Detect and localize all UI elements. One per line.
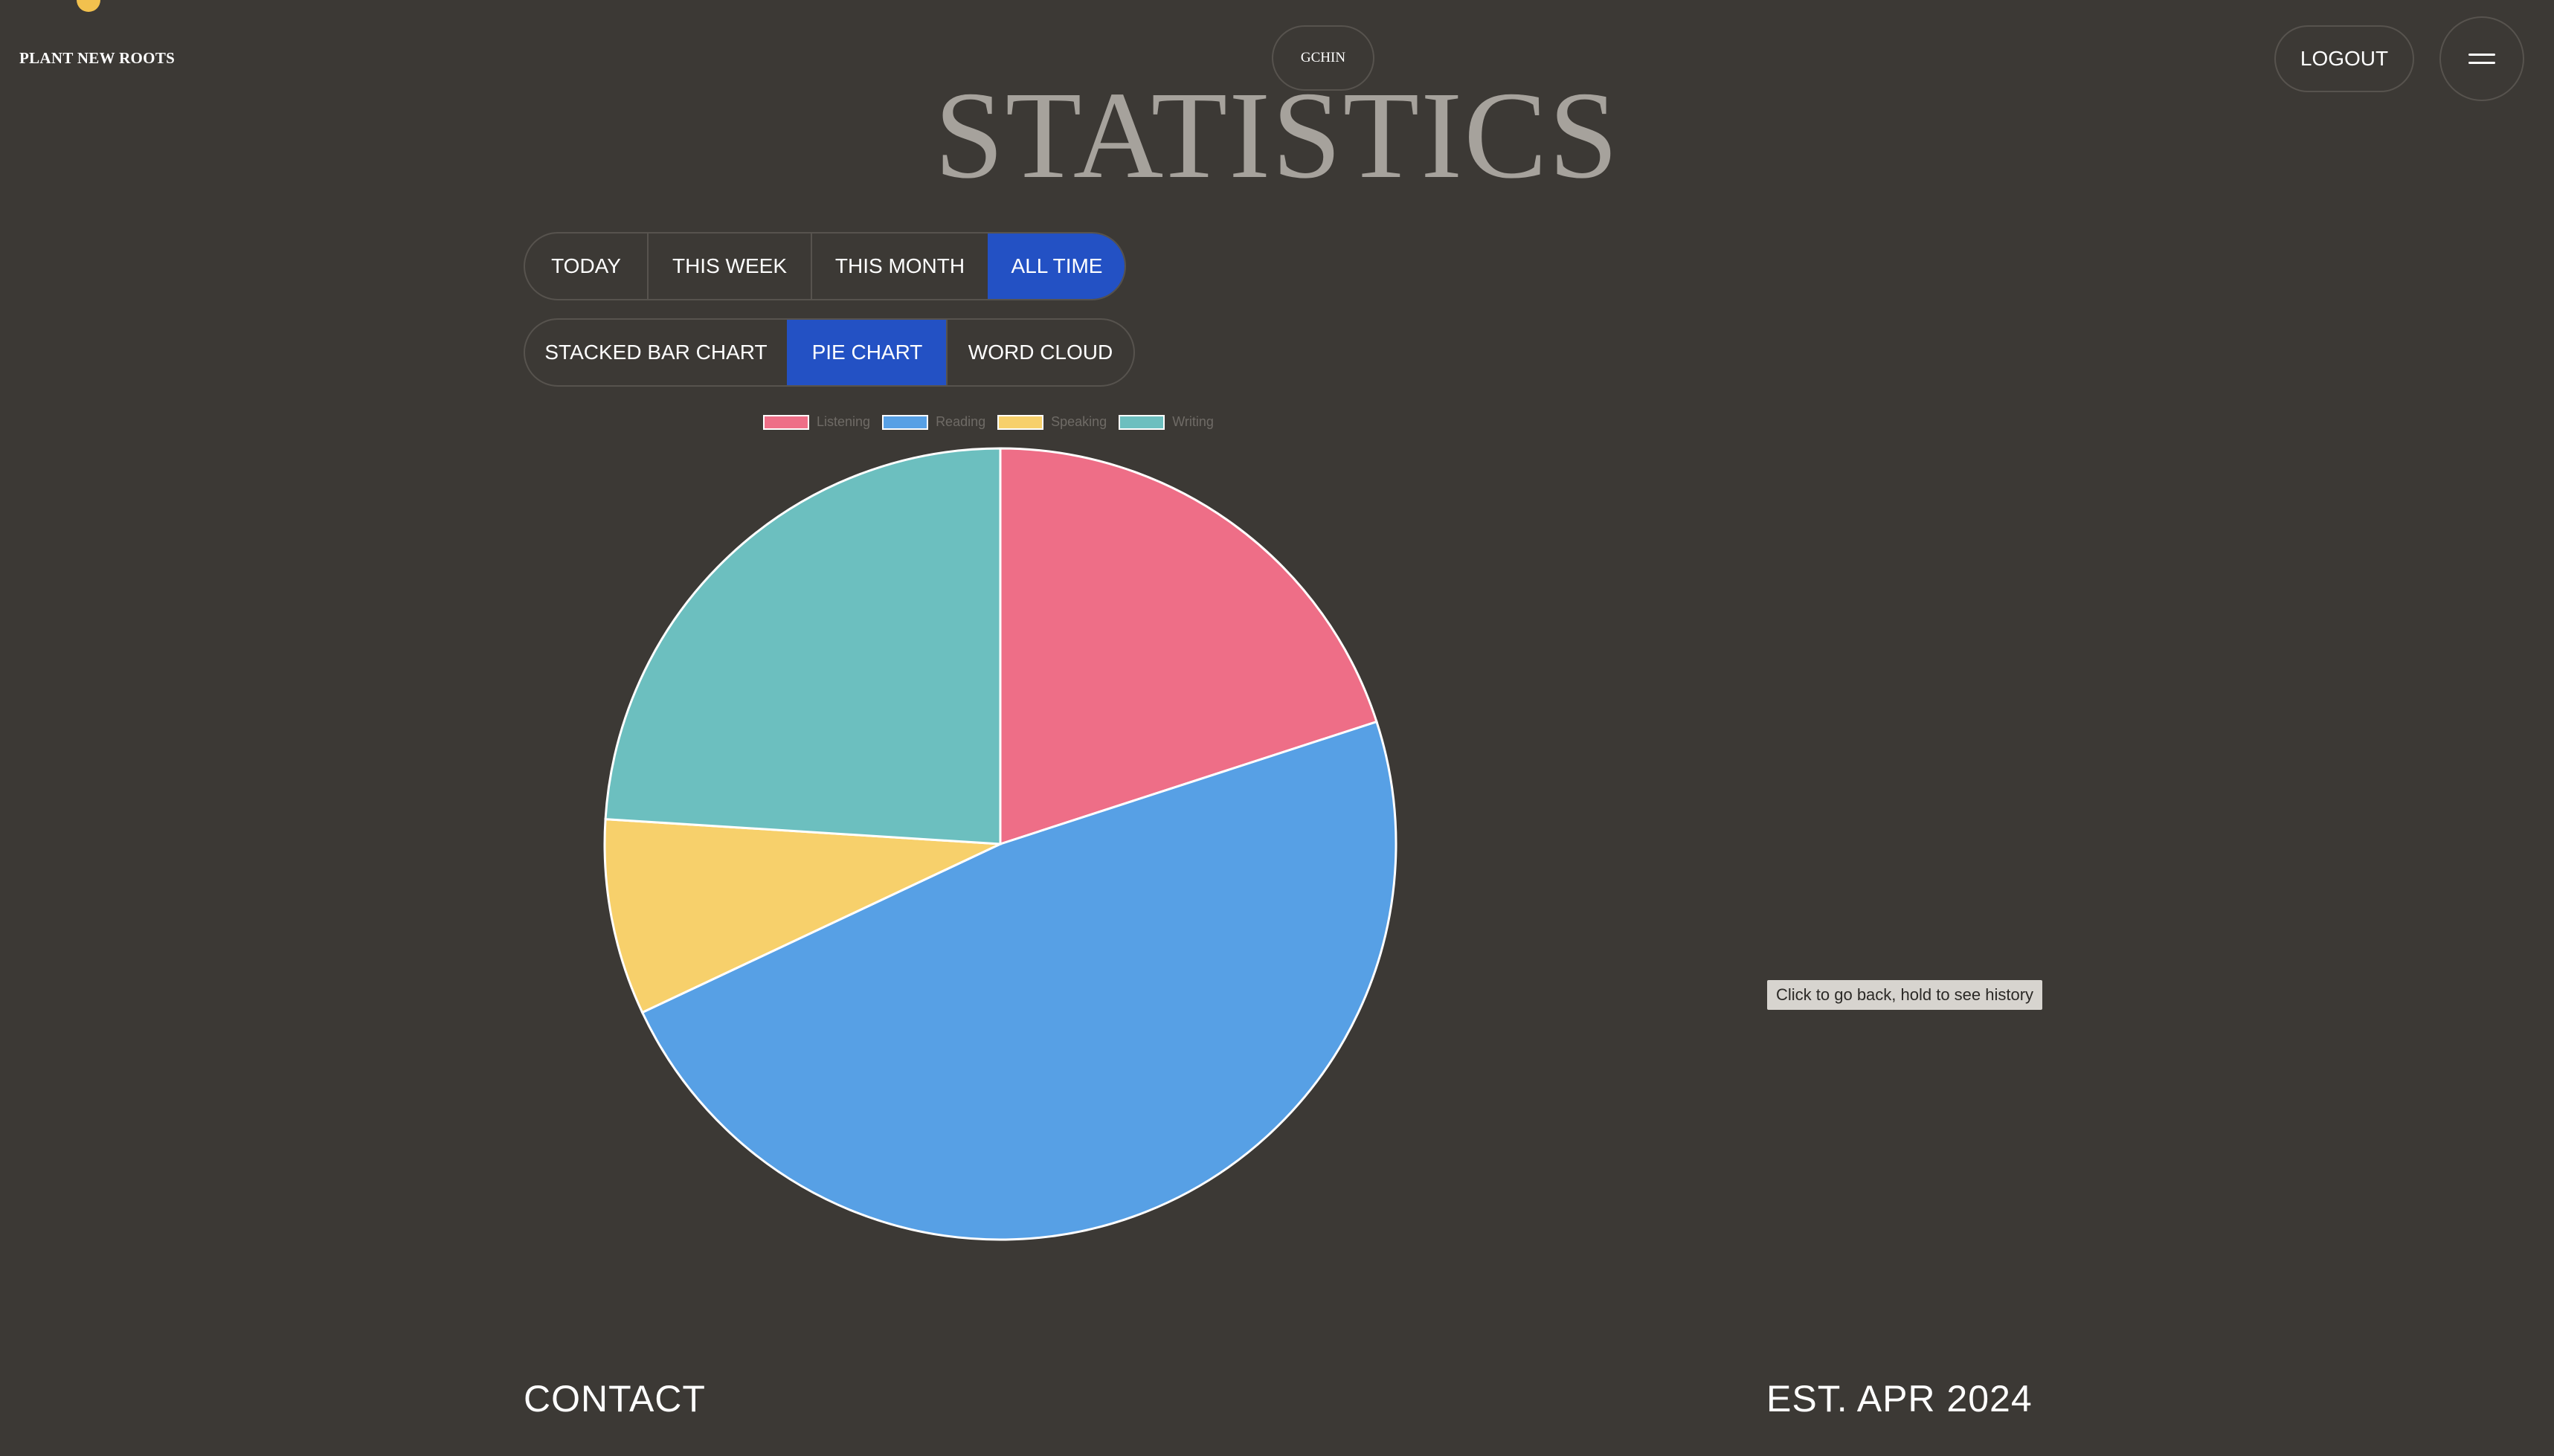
legend-swatch-reading — [882, 414, 929, 430]
legend-label-writing: Writing — [1172, 414, 1214, 429]
chart-type-stacked-bar[interactable]: STACKED BAR CHART — [544, 341, 768, 364]
legend-swatch-writing — [1119, 414, 1165, 430]
legend-swatch-listening — [763, 414, 809, 430]
legend-label-speaking: Speaking — [1051, 414, 1107, 429]
legend-label-reading: Reading — [936, 414, 986, 429]
chart-legend: Listening Reading Speaking Writing — [763, 414, 1214, 430]
pie-slice-writing[interactable] — [604, 447, 1002, 845]
chart-type-word-cloud[interactable]: WORD CLOUD — [946, 320, 1133, 385]
brand-logo[interactable]: PLANT NEW ROOTS — [19, 49, 176, 67]
legend-swatch-speaking — [997, 414, 1044, 430]
footer-established: EST. APR 2024 — [1766, 1378, 2033, 1420]
menu-button[interactable] — [2439, 16, 2524, 101]
legend-label-listening: Listening — [817, 414, 871, 429]
back-button-tooltip: Click to go back, hold to see history — [1767, 980, 2043, 1010]
pie-slice-reading[interactable] — [640, 720, 1397, 1241]
legend-item-listening[interactable]: Listening — [763, 414, 870, 430]
legend-item-speaking[interactable]: Speaking — [997, 414, 1107, 430]
footer-contact-link[interactable]: CONTACT — [524, 1378, 706, 1420]
hamburger-menu-icon — [2468, 54, 2495, 56]
user-button[interactable]: GCHIN — [1272, 25, 1374, 91]
legend-item-reading[interactable]: Reading — [882, 414, 985, 430]
pie-chart — [603, 447, 1397, 1241]
hamburger-menu-icon-bar — [2468, 62, 2495, 64]
legend-item-writing[interactable]: Writing — [1119, 414, 1214, 430]
time-range-selector: TODAY THIS WEEK THIS MONTH ALL TIME — [524, 232, 1126, 300]
chart-type-selector: STACKED BAR CHART PIE CHART WORD CLOUD — [524, 318, 1135, 387]
pie-slice-listening[interactable] — [999, 447, 1378, 846]
time-range-today[interactable]: TODAY — [551, 254, 621, 277]
page-title: STATISTICS — [934, 66, 1620, 204]
time-range-all-time[interactable]: ALL TIME — [988, 233, 1125, 299]
time-range-this-month[interactable]: THIS MONTH — [811, 233, 988, 299]
chart-type-pie[interactable]: PIE CHART — [787, 320, 946, 385]
time-range-this-week[interactable]: THIS WEEK — [647, 233, 811, 299]
logout-button[interactable]: LOGOUT — [2274, 25, 2414, 92]
pie-slice-speaking[interactable] — [603, 818, 1001, 1014]
logo-dot — [77, 0, 100, 12]
